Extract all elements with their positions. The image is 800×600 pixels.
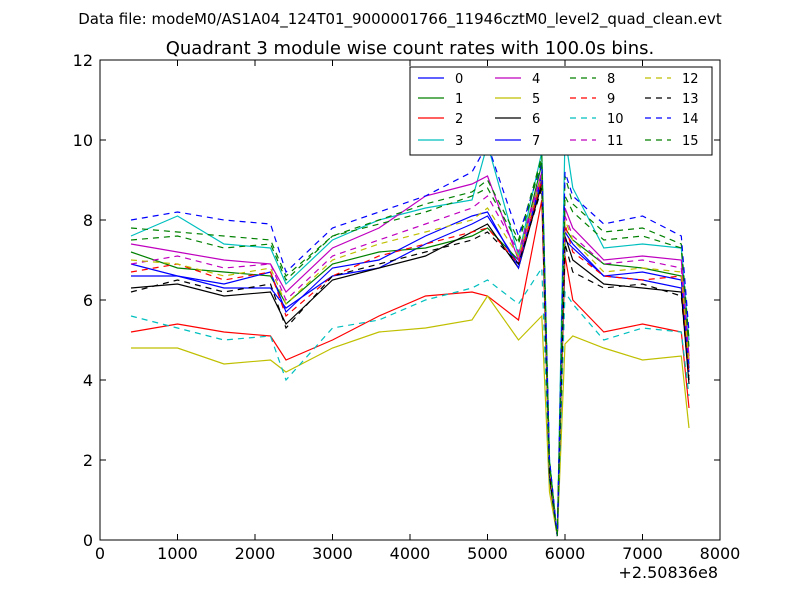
legend-label-10: 10 [607,112,624,127]
x-offset-label: +2.50836e8 [618,563,718,582]
series-line-14 [130,142,690,537]
chart-title: Quadrant 3 module wise count rates with … [166,38,655,59]
series-line-10 [130,266,690,537]
legend-label-7: 7 [532,134,540,149]
y-tick-label: 12 [73,51,93,70]
series-line-12 [130,175,690,537]
legend-label-9: 9 [607,92,615,107]
legend-label-0: 0 [455,72,463,87]
x-tick-label: 2000 [235,544,276,563]
series-line-13 [130,187,690,537]
legend-label-15: 15 [682,134,699,149]
x-tick-label: 0 [95,544,105,563]
series-line-2 [130,199,690,537]
x-tick-label: 1000 [157,544,198,563]
y-tick-label: 4 [83,371,93,390]
y-tick-label: 0 [83,531,93,550]
legend-label-3: 3 [455,134,463,149]
legend-label-2: 2 [455,112,463,127]
x-tick-label: 7000 [622,544,663,563]
legend-label-11: 11 [607,134,624,149]
x-tick-label: 4000 [390,544,431,563]
x-tick-label: 3000 [312,544,353,563]
x-tick-label: 6000 [545,544,586,563]
tick-layer: 0 1000 2000 3000 4000 5000 6000 7000 80000246810… [73,51,741,563]
figure-suptitle: Data file: modeM0/AS1A04_124T01_90000017… [78,10,722,29]
legend-label-13: 13 [682,92,699,107]
series-line-11 [130,171,690,537]
series-line-3 [130,135,690,537]
y-tick-label: 10 [73,131,93,150]
legend-label-8: 8 [607,72,615,87]
series-line-8 [130,155,690,537]
x-tick-label: 8000 [700,544,741,563]
legend-label-14: 14 [682,112,699,127]
y-tick-label: 2 [83,451,93,470]
series-line-7 [130,175,690,537]
legend-label-1: 1 [455,92,463,107]
legend-label-4: 4 [532,72,540,87]
series-line-6 [130,183,690,537]
y-tick-label: 6 [83,291,93,310]
legend-label-6: 6 [532,112,540,127]
series-layer [130,135,690,537]
legend-label-12: 12 [682,72,699,87]
x-tick-label: 5000 [467,544,508,563]
y-tick-label: 8 [83,211,93,230]
series-line-9 [130,179,690,537]
series-line-15 [130,159,690,537]
legend-label-5: 5 [532,92,540,107]
series-line-5 [131,294,690,537]
